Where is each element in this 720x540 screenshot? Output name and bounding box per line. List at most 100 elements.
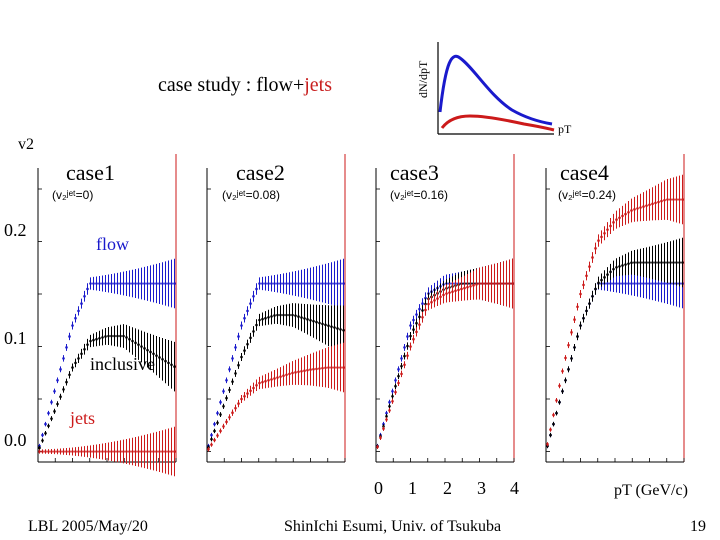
data-point — [104, 450, 107, 453]
data-point — [651, 261, 654, 264]
series-jets — [546, 174, 684, 447]
x-axis-label: pT (GeV/c) — [614, 482, 688, 499]
data-point — [508, 282, 511, 285]
data-point — [282, 282, 285, 285]
data-point — [252, 330, 255, 333]
data-point — [243, 349, 246, 352]
data-point — [143, 282, 146, 285]
data-point — [321, 366, 324, 370]
data-point — [59, 395, 62, 399]
slide-title: case study : flow+jets — [158, 74, 333, 96]
data-point — [234, 372, 237, 375]
data-point — [249, 336, 252, 340]
data-point — [155, 450, 158, 453]
data-point — [546, 442, 549, 446]
data-point — [264, 282, 267, 285]
data-point — [297, 282, 300, 285]
data-point — [231, 357, 234, 360]
panel-title-case2: case2 — [236, 160, 285, 185]
data-point — [493, 282, 496, 285]
data-point — [237, 402, 240, 405]
data-point — [255, 287, 258, 291]
data-point — [125, 282, 128, 285]
data-point — [137, 282, 140, 285]
data-point — [306, 282, 309, 285]
data-point — [511, 282, 514, 285]
panel-case3 — [375, 154, 515, 463]
spectrum-inset — [437, 42, 555, 135]
x-tick-label: 1 — [408, 478, 417, 498]
data-point — [400, 372, 403, 376]
data-point — [143, 450, 146, 453]
data-point — [394, 384, 397, 388]
data-point — [89, 339, 92, 343]
data-point — [309, 318, 312, 322]
data-point — [170, 450, 173, 453]
data-point — [47, 424, 50, 428]
data-point — [158, 450, 161, 453]
data-point — [213, 422, 216, 426]
footer-author: ShinIchi Esumi, Univ. of Tsukuba — [284, 518, 502, 535]
data-point — [98, 282, 101, 285]
data-point — [606, 282, 609, 285]
data-point — [439, 295, 442, 299]
data-point — [107, 282, 110, 285]
data-point — [237, 363, 240, 367]
data-point — [585, 309, 588, 313]
data-point — [430, 300, 433, 304]
data-point — [140, 345, 143, 348]
data-point — [573, 346, 576, 349]
data-point — [95, 450, 98, 453]
data-point — [648, 203, 651, 207]
data-point — [591, 294, 594, 298]
panel-case1 — [37, 154, 177, 477]
data-point — [258, 381, 261, 385]
data-point — [627, 210, 630, 214]
flow-label: flow — [96, 234, 129, 254]
data-point — [672, 261, 675, 264]
data-point — [258, 282, 261, 285]
data-point — [630, 261, 633, 265]
data-point — [83, 450, 86, 453]
data-point — [282, 313, 285, 317]
data-point — [502, 282, 505, 285]
data-point — [270, 315, 273, 318]
data-point — [95, 282, 98, 285]
data-point — [385, 415, 388, 418]
data-point — [128, 337, 131, 341]
data-point — [246, 309, 249, 313]
data-point — [394, 390, 397, 394]
data-point — [618, 282, 621, 285]
data-point — [249, 389, 252, 393]
data-point — [330, 325, 333, 328]
data-point — [59, 450, 62, 453]
data-point — [660, 282, 663, 285]
data-point — [339, 282, 342, 285]
data-point — [152, 450, 155, 453]
data-point — [433, 299, 436, 302]
data-point — [379, 436, 382, 440]
data-point — [149, 450, 152, 453]
data-point — [252, 386, 255, 390]
data-point — [116, 450, 119, 453]
data-point — [101, 336, 104, 339]
data-point — [146, 348, 149, 352]
data-point — [648, 282, 651, 285]
series-flow — [38, 258, 176, 449]
data-point — [294, 371, 297, 374]
data-point — [128, 450, 131, 453]
data-point — [666, 282, 669, 285]
data-point — [303, 317, 306, 320]
data-point — [50, 417, 53, 420]
data-point — [113, 450, 116, 453]
data-point — [41, 433, 44, 437]
data-point — [146, 450, 149, 453]
data-point — [291, 282, 294, 285]
data-point — [636, 282, 639, 285]
data-point — [173, 450, 176, 453]
data-point — [481, 282, 484, 285]
panel-v2jet-case1: (v₂ʲᵉᵗ=0) — [52, 188, 94, 202]
data-point — [98, 336, 101, 340]
data-point — [603, 276, 606, 279]
data-point — [573, 318, 576, 321]
